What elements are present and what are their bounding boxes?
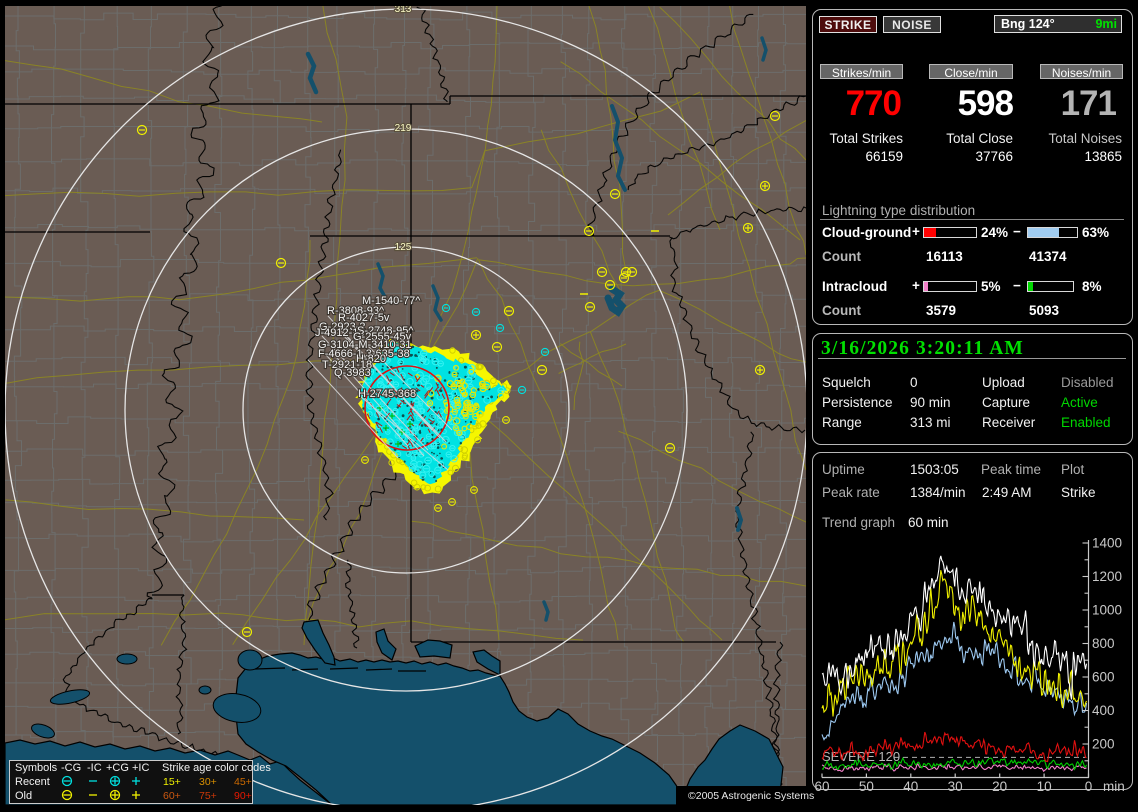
svg-text:Q-3983: Q-3983 (334, 367, 371, 379)
svg-text:G-3104-M-3410-31: G-3104-M-3410-31 (318, 339, 412, 351)
svg-text:10: 10 (1037, 779, 1052, 794)
svg-text:F-4666-1 3-635-38: F-4666-1 3-635-38 (318, 348, 410, 360)
svg-text:R-3808-93^: R-3808-93^ (327, 305, 385, 317)
svg-text:800: 800 (1092, 636, 1115, 651)
svg-text:200: 200 (1092, 737, 1115, 752)
svg-text:min: min (1103, 779, 1125, 794)
svg-text:H-2745-368: H-2745-368 (358, 388, 416, 400)
svg-text:T-2921-18: T-2921-18 (322, 359, 372, 371)
svg-text:313: 313 (395, 6, 412, 15)
svg-text:R-4027-5v: R-4027-5v (338, 312, 390, 324)
svg-text:219: 219 (395, 123, 412, 134)
svg-text:G-2555-45v: G-2555-45v (353, 331, 412, 343)
svg-text:S-2748-95^: S-2748-95^ (357, 325, 414, 337)
svg-text:1400: 1400 (1092, 536, 1122, 551)
svg-text:H-820: H-820 (356, 353, 386, 365)
svg-text:600: 600 (1092, 670, 1115, 685)
svg-text:M-1540-77^: M-1540-77^ (362, 295, 421, 307)
svg-text:G-2923-2: G-2923-2 (319, 321, 365, 333)
svg-text:1200: 1200 (1092, 569, 1122, 584)
svg-text:400: 400 (1092, 703, 1115, 718)
svg-text:60: 60 (814, 779, 829, 794)
svg-text:40: 40 (903, 779, 918, 794)
svg-text:20: 20 (992, 779, 1007, 794)
svg-text:1000: 1000 (1092, 603, 1122, 618)
svg-text:0: 0 (1085, 779, 1093, 794)
svg-text:50: 50 (859, 779, 874, 794)
svg-text:125: 125 (395, 242, 412, 253)
svg-text:J-4912-15: J-4912-15 (315, 327, 365, 339)
svg-text:30: 30 (948, 779, 963, 794)
